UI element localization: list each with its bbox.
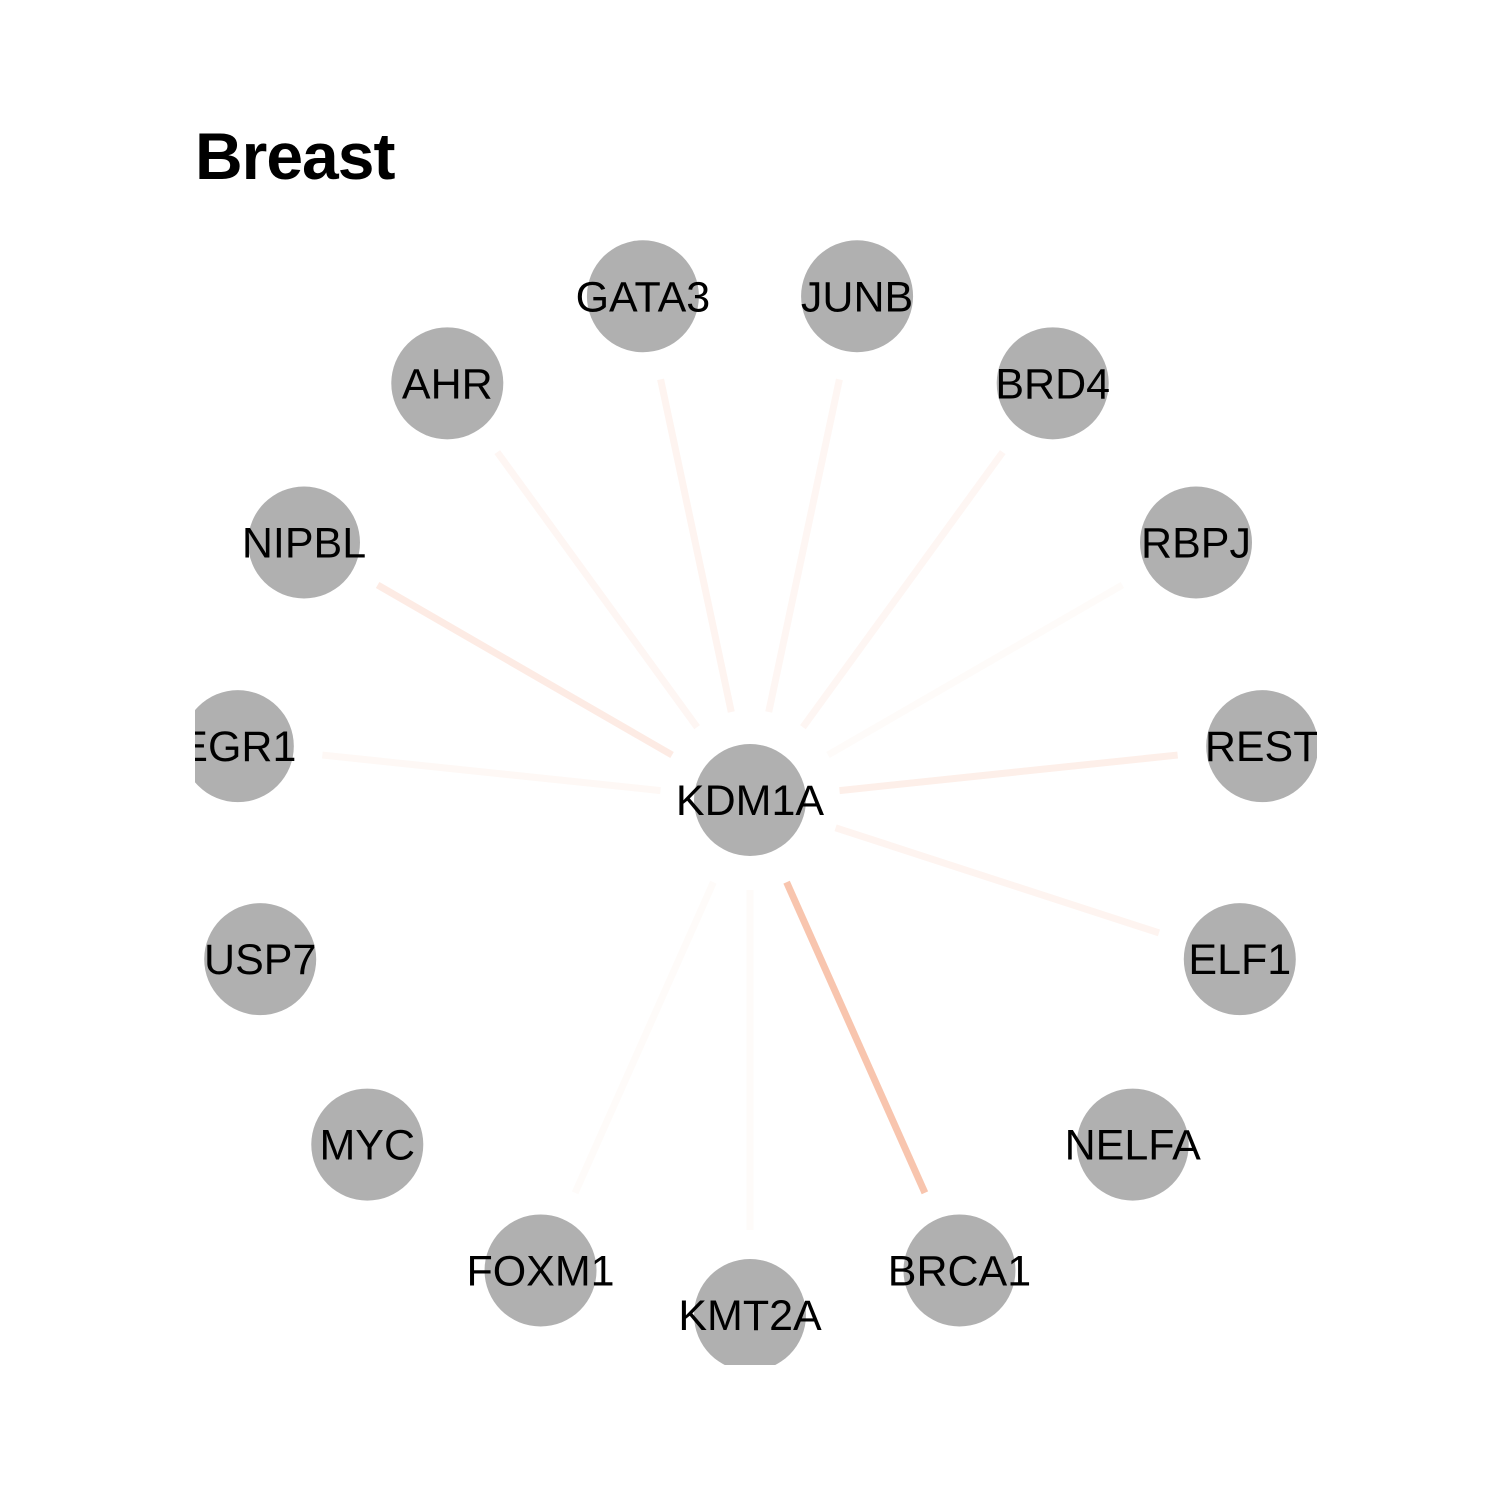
node-ahr-circle	[391, 327, 504, 440]
node-ahr-label: AHR	[402, 360, 493, 408]
node-gata3-circle	[586, 240, 699, 353]
node-myc-label: MYC	[319, 1122, 415, 1170]
node-rbpj-circle	[1140, 486, 1253, 599]
node-usp7-label: USP7	[204, 936, 316, 984]
node-nelfa-circle	[1076, 1088, 1189, 1201]
edge-kdm1a-rbpj	[826, 581, 1125, 759]
edge-kdm1a-elf1	[834, 824, 1161, 937]
node-egr1-label: EGR1	[179, 723, 296, 771]
node-nipbl-circle	[247, 486, 360, 599]
edge-kdm1a-gata3	[657, 378, 735, 713]
node-rest-label: REST	[1205, 723, 1320, 771]
edge-kdm1a-brca1	[783, 880, 929, 1195]
node-myc-circle	[311, 1088, 424, 1201]
edge-kdm1a-egr1	[321, 751, 661, 795]
node-nelfa-label: NELFA	[1065, 1122, 1202, 1170]
node-foxm1-label: FOXM1	[466, 1247, 614, 1295]
node-nipbl-label: NIPBL	[242, 520, 366, 568]
edge-kdm1a-brd4	[800, 450, 1006, 730]
node-elf1-label: ELF1	[1188, 936, 1291, 984]
node-kmt2a-label: KMT2A	[678, 1292, 822, 1340]
node-brca1-circle	[903, 1214, 1016, 1327]
node-center-kdm1a-circle	[694, 744, 806, 856]
node-center-kdm1a-label: KDM1A	[676, 777, 824, 825]
edge-kdm1a-nipbl	[375, 581, 674, 759]
node-brd4-circle	[996, 327, 1109, 440]
node-brd4-label: BRD4	[995, 360, 1110, 408]
edges-layer	[321, 378, 1179, 1230]
node-kmt2a-circle	[694, 1259, 806, 1365]
nodes-layer: JUNB BRD4 RBPJ REST ELF1 NELFA BRCA1 KMT2A FOXM1…	[179, 240, 1320, 1365]
node-egr1-circle	[195, 690, 294, 803]
node-foxm1-circle	[484, 1214, 597, 1327]
node-rest-circle	[1206, 690, 1317, 803]
chart-title: Breast	[195, 119, 395, 193]
edge-kdm1a-junb	[765, 378, 843, 713]
node-junb-label: JUNB	[801, 273, 913, 321]
edge-kdm1a-ahr	[494, 450, 700, 730]
node-elf1-circle	[1183, 903, 1296, 1016]
node-rbpj-label: RBPJ	[1141, 520, 1251, 568]
node-brca1-label: BRCA1	[888, 1247, 1031, 1295]
node-gata3-label: GATA3	[576, 273, 711, 321]
edge-kdm1a-rest	[839, 751, 1179, 795]
node-usp7-circle	[204, 903, 317, 1016]
edge-kdm1a-foxm1	[571, 880, 717, 1195]
node-junb-circle	[801, 240, 914, 353]
